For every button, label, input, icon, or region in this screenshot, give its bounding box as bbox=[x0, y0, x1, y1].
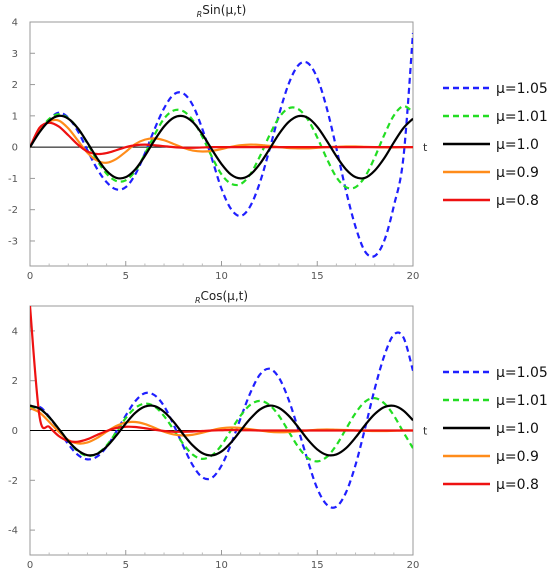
legend: μ=1.05 μ=1.01 μ=1.0 μ=0.9 μ=0.8 bbox=[443, 81, 548, 209]
series-line-0.8 bbox=[30, 306, 413, 443]
y-tick-label: 0 bbox=[12, 143, 18, 154]
x-tick-label: 15 bbox=[311, 560, 324, 571]
series-line-1.0 bbox=[30, 114, 413, 180]
y-tick-label: -2 bbox=[8, 476, 18, 487]
series-line-1.0 bbox=[30, 404, 413, 457]
legend-label: μ=1.05 bbox=[496, 81, 548, 97]
legend-label: μ=1.0 bbox=[496, 137, 539, 153]
title-main: Cos(μ,t) bbox=[201, 289, 249, 303]
x-tick-label: 0 bbox=[27, 271, 33, 282]
x-axis-label: t bbox=[423, 141, 428, 154]
series-line-1.05 bbox=[30, 331, 413, 509]
y-tick-label: 0 bbox=[12, 426, 18, 437]
chart-title: RCos(μ,t) bbox=[195, 289, 248, 305]
x-tick-label: 20 bbox=[407, 271, 420, 282]
x-tick-label: 20 bbox=[407, 560, 420, 571]
x-tick-label: 0 bbox=[27, 560, 33, 571]
y-tick-label: -2 bbox=[8, 205, 18, 216]
legend-label: μ=1.05 bbox=[496, 365, 548, 381]
y-tick-label: 4 bbox=[12, 18, 18, 29]
y-tick-label: -3 bbox=[8, 236, 18, 247]
chart-2: 0 5 10 15 20-4-2024tRCos(μ,t)μ=1.05μ=1.01μ=1… bbox=[8, 289, 548, 571]
legend: μ=1.05 μ=1.01 μ=1.0 μ=0.9 μ=0.8 bbox=[443, 365, 548, 493]
legend-label: μ=1.01 bbox=[496, 393, 548, 409]
x-tick-label: 5 bbox=[123, 271, 129, 282]
y-tick-label: 2 bbox=[12, 80, 18, 91]
x-tick-label: 15 bbox=[311, 271, 324, 282]
legend-label: μ=0.9 bbox=[496, 165, 539, 181]
y-tick-label: 3 bbox=[12, 49, 18, 60]
x-tick-label: 10 bbox=[215, 271, 228, 282]
title-subscript: R bbox=[195, 296, 201, 305]
legend-label: μ=0.9 bbox=[496, 449, 539, 465]
series-line-1.05 bbox=[30, 32, 413, 258]
y-tick-label: -1 bbox=[8, 174, 18, 185]
y-tick-label: 2 bbox=[12, 376, 18, 387]
legend-label: μ=0.8 bbox=[496, 193, 539, 209]
legend-label: μ=0.8 bbox=[496, 477, 539, 493]
x-tick-label: 10 bbox=[215, 560, 228, 571]
chart-1: 0 5 10 15 20-3-2-101234tRSin(μ,t)μ=1.05μ=1.0… bbox=[8, 3, 548, 282]
legend-label: μ=1.0 bbox=[496, 421, 539, 437]
y-tick-label: -4 bbox=[8, 526, 18, 537]
title-main: Sin(μ,t) bbox=[202, 3, 246, 17]
y-tick-label: 4 bbox=[12, 326, 18, 337]
title-subscript: R bbox=[197, 10, 203, 19]
x-axis-label: t bbox=[423, 425, 428, 438]
x-tick-label: 5 bbox=[123, 560, 129, 571]
legend-label: μ=1.01 bbox=[496, 109, 548, 125]
chart-title: RSin(μ,t) bbox=[197, 3, 247, 19]
y-tick-label: 1 bbox=[12, 111, 18, 122]
